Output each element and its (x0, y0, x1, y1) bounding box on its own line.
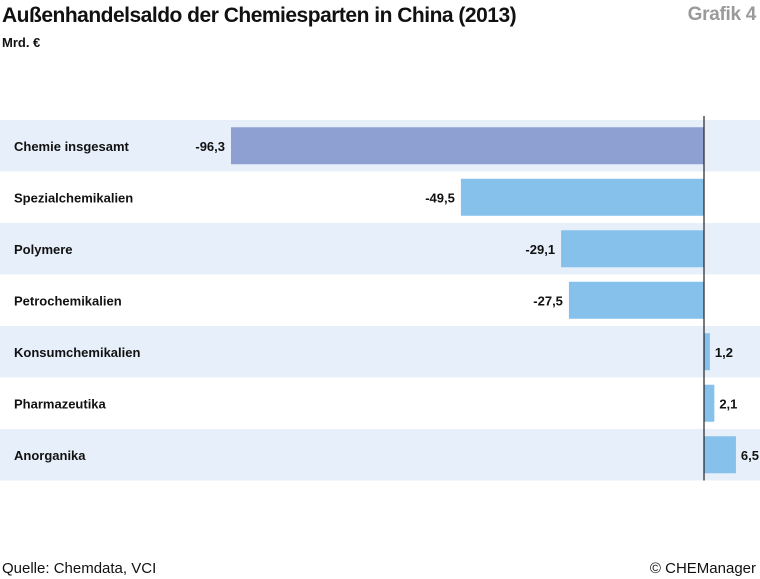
copyright-note: © CHEManager (649, 560, 756, 577)
category-label: Pharmazeutika (14, 396, 107, 411)
row-stripe (0, 429, 760, 481)
source-note: Quelle: Chemdata, VCI (2, 560, 157, 577)
value-label: -96,3 (195, 139, 225, 154)
bar (704, 384, 715, 422)
category-label: Polymere (14, 242, 73, 257)
value-label: 2,1 (719, 396, 737, 411)
bar (231, 127, 704, 165)
figure-tag: Grafik 4 (687, 4, 757, 25)
value-label: -49,5 (425, 190, 455, 205)
bar (704, 436, 736, 474)
category-label: Petrochemikalien (14, 293, 122, 308)
bar (561, 230, 704, 268)
value-label: 6,5 (741, 448, 759, 463)
value-label: -27,5 (533, 293, 563, 308)
value-label: 1,2 (715, 345, 733, 360)
bar (460, 178, 704, 216)
category-label: Anorganika (14, 448, 86, 463)
chart-title: Außenhandelsaldo der Chemiesparten in Ch… (2, 4, 517, 27)
row-stripe (0, 326, 760, 378)
value-label: -29,1 (525, 242, 555, 257)
unit-label: Mrd. € (2, 35, 41, 50)
category-label: Spezialchemikalien (14, 190, 133, 205)
category-label: Konsumchemikalien (14, 345, 140, 360)
bar (704, 333, 710, 371)
category-label: Chemie insgesamt (14, 139, 130, 154)
bar (568, 281, 704, 319)
